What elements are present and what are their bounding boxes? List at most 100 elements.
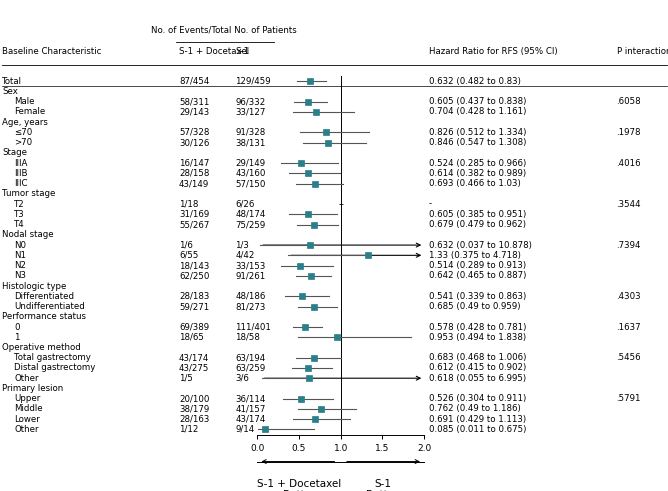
Text: 58/311: 58/311 xyxy=(179,97,209,106)
Text: 29/149: 29/149 xyxy=(235,159,265,167)
Text: .4016: .4016 xyxy=(617,159,641,167)
Text: 75/259: 75/259 xyxy=(235,220,265,229)
Text: 81/273: 81/273 xyxy=(235,302,265,311)
Text: Performance status: Performance status xyxy=(2,312,86,321)
Text: 62/250: 62/250 xyxy=(179,272,209,280)
Text: ≤70: ≤70 xyxy=(14,128,32,137)
Text: 57/328: 57/328 xyxy=(179,128,209,137)
Text: 18/58: 18/58 xyxy=(235,333,260,342)
Text: 18/143: 18/143 xyxy=(179,261,209,270)
Text: .1637: .1637 xyxy=(617,323,641,331)
Text: S-1
Better: S-1 Better xyxy=(366,479,399,491)
Text: 28/183: 28/183 xyxy=(179,292,209,301)
Text: 96/332: 96/332 xyxy=(235,97,265,106)
Text: 1/12: 1/12 xyxy=(179,425,198,434)
Text: 29/143: 29/143 xyxy=(179,108,209,116)
Text: IIIC: IIIC xyxy=(14,179,27,188)
Text: 0: 0 xyxy=(14,323,19,331)
Text: .5456: .5456 xyxy=(617,353,641,362)
Text: 0.524 (0.285 to 0.966): 0.524 (0.285 to 0.966) xyxy=(429,159,526,167)
Text: 0.693 (0.466 to 1.03): 0.693 (0.466 to 1.03) xyxy=(429,179,520,188)
Text: 0.514 (0.289 to 0.913): 0.514 (0.289 to 0.913) xyxy=(429,261,526,270)
Text: 0.578 (0.428 to 0.781): 0.578 (0.428 to 0.781) xyxy=(429,323,526,331)
Text: 16/147: 16/147 xyxy=(179,159,209,167)
Text: 20/100: 20/100 xyxy=(179,394,209,403)
Text: 43/174: 43/174 xyxy=(179,353,209,362)
Text: Other: Other xyxy=(14,374,39,382)
Text: 33/127: 33/127 xyxy=(235,108,265,116)
Text: 0.632 (0.037 to 10.878): 0.632 (0.037 to 10.878) xyxy=(429,241,532,249)
Text: Other: Other xyxy=(14,425,39,434)
Text: N1: N1 xyxy=(14,251,26,260)
Text: Undifferentiated: Undifferentiated xyxy=(14,302,85,311)
Text: S-1 + Docetaxel: S-1 + Docetaxel xyxy=(179,48,249,56)
Text: 0.526 (0.304 to 0.911): 0.526 (0.304 to 0.911) xyxy=(429,394,526,403)
Text: 6/26: 6/26 xyxy=(235,200,255,209)
Text: 0.953 (0.494 to 1.838): 0.953 (0.494 to 1.838) xyxy=(429,333,526,342)
Text: 0.632 (0.482 to 0.83): 0.632 (0.482 to 0.83) xyxy=(429,77,521,86)
Text: 6/55: 6/55 xyxy=(179,251,198,260)
Text: 0.762 (0.49 to 1.186): 0.762 (0.49 to 1.186) xyxy=(429,405,520,413)
Text: Differentiated: Differentiated xyxy=(14,292,74,301)
Text: Nodal stage: Nodal stage xyxy=(2,230,53,239)
Text: 0.605 (0.385 to 0.951): 0.605 (0.385 to 0.951) xyxy=(429,210,526,219)
Text: 43/275: 43/275 xyxy=(179,363,209,373)
Text: No. of Events/Total No. of Patients: No. of Events/Total No. of Patients xyxy=(151,26,297,34)
Text: 0.614 (0.382 to 0.989): 0.614 (0.382 to 0.989) xyxy=(429,169,526,178)
Text: Female: Female xyxy=(14,108,45,116)
Text: .4303: .4303 xyxy=(617,292,641,301)
Text: 33/153: 33/153 xyxy=(235,261,265,270)
Text: Male: Male xyxy=(14,97,35,106)
Text: 0.683 (0.468 to 1.006): 0.683 (0.468 to 1.006) xyxy=(429,353,526,362)
Text: IIIA: IIIA xyxy=(14,159,27,167)
Text: T3: T3 xyxy=(14,210,25,219)
Text: 91/261: 91/261 xyxy=(235,272,265,280)
Text: Middle: Middle xyxy=(14,405,43,413)
Text: 0.612 (0.415 to 0.902): 0.612 (0.415 to 0.902) xyxy=(429,363,526,373)
Text: .1978: .1978 xyxy=(617,128,641,137)
Text: 1/3: 1/3 xyxy=(235,241,249,249)
Text: Upper: Upper xyxy=(14,394,40,403)
Text: 4/42: 4/42 xyxy=(235,251,255,260)
Text: S-1: S-1 xyxy=(235,48,249,56)
Text: Primary lesion: Primary lesion xyxy=(2,384,63,393)
Text: .5791: .5791 xyxy=(617,394,641,403)
Text: 0.685 (0.49 to 0.959): 0.685 (0.49 to 0.959) xyxy=(429,302,520,311)
Text: Distal gastrectomy: Distal gastrectomy xyxy=(14,363,96,373)
Text: Hazard Ratio for RFS (95% CI): Hazard Ratio for RFS (95% CI) xyxy=(429,48,558,56)
Text: Baseline Characteristic: Baseline Characteristic xyxy=(2,48,102,56)
Text: 0.618 (0.055 to 6.995): 0.618 (0.055 to 6.995) xyxy=(429,374,526,382)
Text: >70: >70 xyxy=(14,138,32,147)
Text: 28/158: 28/158 xyxy=(179,169,209,178)
Text: 91/328: 91/328 xyxy=(235,128,265,137)
Text: Total: Total xyxy=(2,77,22,86)
Text: N0: N0 xyxy=(14,241,26,249)
Text: IIIB: IIIB xyxy=(14,169,27,178)
Text: 0.704 (0.428 to 1.161): 0.704 (0.428 to 1.161) xyxy=(429,108,526,116)
Text: 3/6: 3/6 xyxy=(235,374,249,382)
Text: Lower: Lower xyxy=(14,415,40,424)
Text: .7394: .7394 xyxy=(617,241,641,249)
Text: Age, years: Age, years xyxy=(2,118,48,127)
Text: 57/150: 57/150 xyxy=(235,179,265,188)
Text: 63/194: 63/194 xyxy=(235,353,265,362)
Text: 0.826 (0.512 to 1.334): 0.826 (0.512 to 1.334) xyxy=(429,128,526,137)
Text: 9/14: 9/14 xyxy=(235,425,255,434)
Text: 38/179: 38/179 xyxy=(179,405,209,413)
Text: 43/174: 43/174 xyxy=(235,415,265,424)
Text: 48/174: 48/174 xyxy=(235,210,265,219)
Text: Stage: Stage xyxy=(2,148,27,158)
Text: Operative method: Operative method xyxy=(2,343,81,352)
Text: 38/131: 38/131 xyxy=(235,138,265,147)
Text: Histologic type: Histologic type xyxy=(2,281,66,291)
Text: –: – xyxy=(338,199,343,209)
Text: 48/186: 48/186 xyxy=(235,292,265,301)
Text: 69/389: 69/389 xyxy=(179,323,209,331)
Text: .6058: .6058 xyxy=(617,97,641,106)
Text: 1/5: 1/5 xyxy=(179,374,193,382)
Text: Sex: Sex xyxy=(2,87,18,96)
Text: 55/267: 55/267 xyxy=(179,220,209,229)
Text: N3: N3 xyxy=(14,272,26,280)
Text: 59/271: 59/271 xyxy=(179,302,209,311)
Text: 1: 1 xyxy=(14,333,19,342)
